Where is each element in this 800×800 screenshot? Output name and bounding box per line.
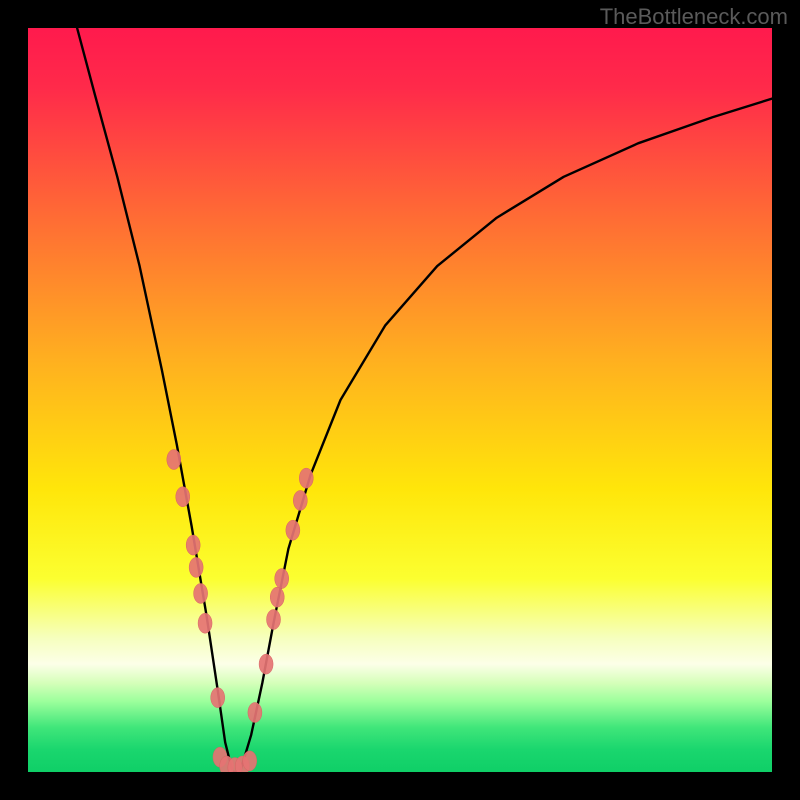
data-marker bbox=[167, 450, 181, 470]
plot-area bbox=[28, 28, 772, 772]
data-marker bbox=[293, 490, 307, 510]
data-marker bbox=[198, 613, 212, 633]
data-marker bbox=[270, 587, 284, 607]
data-marker bbox=[259, 654, 273, 674]
gradient-background bbox=[28, 28, 772, 772]
data-marker bbox=[248, 702, 262, 722]
data-marker bbox=[243, 751, 257, 771]
data-marker bbox=[299, 468, 313, 488]
data-marker bbox=[267, 609, 281, 629]
data-marker bbox=[189, 557, 203, 577]
watermark-text: TheBottleneck.com bbox=[600, 4, 788, 30]
data-marker bbox=[176, 487, 190, 507]
data-marker bbox=[194, 583, 208, 603]
data-marker bbox=[211, 688, 225, 708]
chart-svg bbox=[28, 28, 772, 772]
data-marker bbox=[286, 520, 300, 540]
data-marker bbox=[186, 535, 200, 555]
data-marker bbox=[275, 569, 289, 589]
chart-frame: TheBottleneck.com bbox=[0, 0, 800, 800]
